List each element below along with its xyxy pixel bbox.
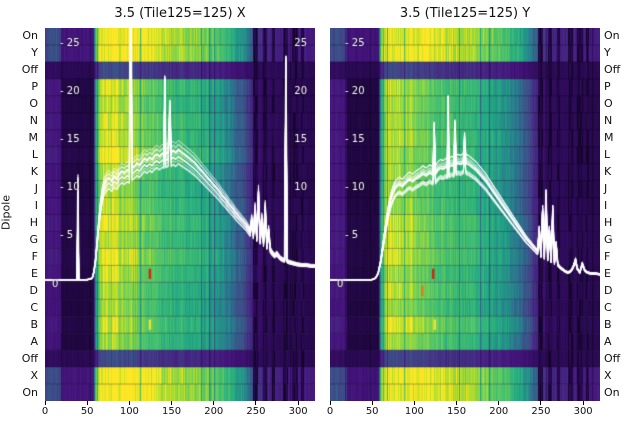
x-tick-label: 150 <box>162 406 182 417</box>
dipole-label-right: N <box>604 114 613 128</box>
x-tick-label: 250 <box>246 406 266 417</box>
dipole-label-left: On <box>22 29 38 43</box>
x-tick-label: 100 <box>404 406 424 417</box>
x-tick-label: 300 <box>288 406 308 417</box>
dipole-label-right: C <box>604 300 612 314</box>
dipole-label-left: K <box>30 165 38 179</box>
dipole-label-left: M <box>28 131 39 145</box>
dipole-label-left: C <box>30 300 38 314</box>
dipole-label-right: Off <box>604 351 621 365</box>
x-tick-mark <box>255 401 257 405</box>
heatmap-canvas-x <box>45 28 315 401</box>
dipole-label-right: G <box>604 232 613 246</box>
x-tick-label: 200 <box>204 406 224 417</box>
dipole-label-left: A <box>30 334 38 348</box>
right-plot-title: 3.5 (Tile125=125) Y <box>399 6 531 21</box>
dipole-label-right: D <box>604 283 613 297</box>
dipole-label-left: Off <box>21 63 38 77</box>
dipole-label-right: B <box>604 317 612 331</box>
heatmap-canvas-y <box>330 28 600 401</box>
dipole-label-right: F <box>604 249 611 263</box>
dipole-label-left: On <box>22 385 38 399</box>
x-tick-label: 50 <box>80 406 94 417</box>
dipole-label-right: I <box>604 199 608 213</box>
x-tick-label: 300 <box>573 406 593 417</box>
dipole-label-right: Y <box>604 46 611 60</box>
x-tick-mark <box>213 401 215 405</box>
dipole-label-right: P <box>604 80 611 94</box>
dipole-label-right: E <box>604 266 611 280</box>
x-tick-label: 200 <box>489 406 509 417</box>
dipole-label-left: Off <box>21 351 38 365</box>
dipole-label-right: Off <box>604 63 621 77</box>
dipole-label-right: O <box>604 97 613 111</box>
dipole-label-right: M <box>604 131 614 145</box>
dipole-label-right: H <box>604 215 613 229</box>
dipole-label-right: On <box>604 29 620 43</box>
x-tick-mark <box>498 401 500 405</box>
dipole-label-left: B <box>30 317 38 331</box>
dipole-label-right: K <box>604 165 612 179</box>
x-tick-label: 150 <box>447 406 467 417</box>
x-tick-mark <box>44 401 46 405</box>
x-tick-label: 0 <box>326 406 334 417</box>
dipole-label-right: J <box>604 182 608 196</box>
x-tick-label: 100 <box>119 406 139 417</box>
x-tick-label: 50 <box>365 406 379 417</box>
dipole-label-left: F <box>31 249 38 263</box>
x-tick-mark <box>540 401 542 405</box>
left-plot-title: 3.5 (Tile125=125) X <box>114 6 246 21</box>
dipole-label-right: On <box>604 385 620 399</box>
dipole-label-left: D <box>29 283 38 297</box>
dipole-label-left: N <box>29 114 38 128</box>
dipole-label-left: J <box>34 182 38 196</box>
dipole-label-right: A <box>604 334 612 348</box>
x-tick-mark <box>329 401 331 405</box>
dipole-label-left: P <box>31 80 38 94</box>
dipole-label-left: G <box>29 232 38 246</box>
x-tick-mark <box>171 401 173 405</box>
x-tick-label: 250 <box>531 406 551 417</box>
x-tick-mark <box>582 401 584 405</box>
dipole-label-left: E <box>31 266 38 280</box>
dipole-label-left: X <box>30 368 38 382</box>
x-tick-mark <box>297 401 299 405</box>
dipole-label-right: L <box>604 148 611 162</box>
x-tick-mark <box>128 401 130 405</box>
dipole-label-left: H <box>29 215 38 229</box>
x-tick-label: 0 <box>41 406 49 417</box>
dipole-label-left: I <box>34 199 38 213</box>
dipole-label-left: O <box>29 97 38 111</box>
dipole-label-left: Y <box>31 46 38 60</box>
dipole-label-left: L <box>31 148 38 162</box>
x-tick-mark <box>413 401 415 405</box>
dipole-label-right: X <box>604 368 612 382</box>
x-tick-mark <box>456 401 458 405</box>
x-tick-mark <box>86 401 88 405</box>
x-tick-mark <box>371 401 373 405</box>
